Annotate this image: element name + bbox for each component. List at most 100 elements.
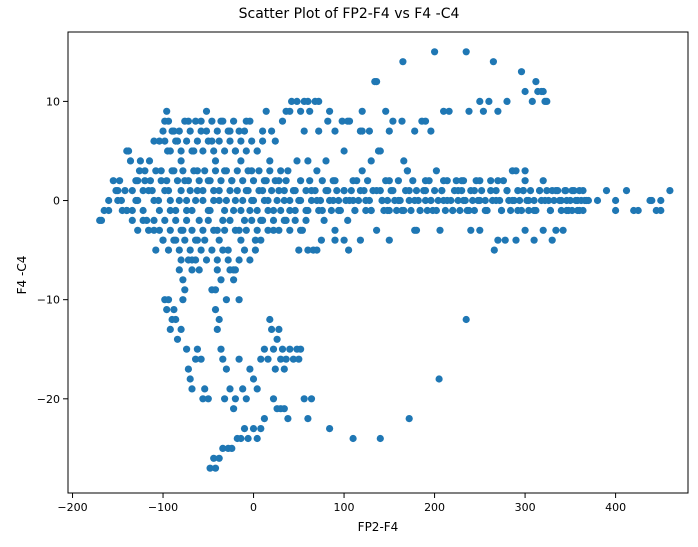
x-tick-label: −200 bbox=[57, 501, 87, 514]
scatter-point bbox=[525, 206, 533, 215]
x-tick-label: 200 bbox=[424, 501, 445, 514]
scatter-point bbox=[150, 196, 158, 205]
scatter-point bbox=[260, 177, 268, 185]
scatter-point bbox=[231, 395, 239, 403]
scatter-point bbox=[192, 196, 200, 205]
scatter-point bbox=[275, 187, 283, 195]
y-tick-label: 10 bbox=[46, 95, 60, 108]
scatter-point bbox=[532, 78, 540, 86]
scatter-point bbox=[197, 246, 205, 254]
scatter-point bbox=[206, 177, 214, 185]
scatter-point bbox=[432, 167, 440, 175]
scatter-point bbox=[344, 216, 352, 224]
x-tick-label: −100 bbox=[148, 501, 178, 514]
scatter-point bbox=[246, 365, 254, 373]
scatter-point bbox=[630, 206, 638, 215]
scatter-point bbox=[462, 315, 470, 324]
scatter-point bbox=[385, 177, 393, 185]
scatter-point bbox=[199, 196, 207, 205]
scatter-point bbox=[161, 216, 169, 224]
scatter-point bbox=[208, 246, 216, 254]
scatter-point bbox=[503, 97, 511, 105]
scatter-point bbox=[331, 226, 339, 234]
scatter-point bbox=[244, 434, 252, 443]
scatter-point bbox=[240, 127, 249, 135]
scatter-point bbox=[193, 187, 201, 195]
scatter-point bbox=[584, 196, 593, 205]
scatter-point bbox=[416, 206, 424, 215]
scatter-point bbox=[211, 464, 220, 472]
scatter-point bbox=[280, 405, 288, 413]
scatter-point bbox=[211, 286, 220, 294]
scatter-point bbox=[105, 196, 113, 205]
scatter-point bbox=[431, 48, 439, 56]
scatter-point bbox=[201, 385, 209, 393]
scatter-point bbox=[345, 246, 353, 254]
scatter-point bbox=[199, 187, 207, 195]
scatter-point bbox=[382, 107, 390, 115]
scatter-point bbox=[150, 137, 158, 145]
scatter-point bbox=[367, 157, 375, 165]
scatter-point bbox=[400, 206, 408, 215]
scatter-point bbox=[197, 355, 205, 363]
scatter-point bbox=[195, 177, 203, 185]
scatter-point bbox=[537, 87, 546, 96]
scatter-point bbox=[563, 206, 571, 215]
scatter-point bbox=[202, 256, 211, 264]
scatter-point bbox=[271, 137, 279, 145]
scatter-point bbox=[282, 177, 290, 185]
scatter-point bbox=[206, 464, 214, 472]
scatter-point bbox=[356, 187, 364, 195]
scatter-point bbox=[155, 226, 163, 234]
scatter-point bbox=[177, 256, 185, 264]
scatter-point bbox=[539, 226, 547, 234]
scatter-point bbox=[235, 256, 243, 264]
scatter-point bbox=[345, 196, 354, 205]
scatter-point bbox=[266, 157, 274, 165]
scatter-point bbox=[271, 177, 279, 185]
scatter-point bbox=[666, 187, 674, 195]
scatter-point bbox=[237, 236, 245, 244]
scatter-point bbox=[389, 187, 397, 195]
scatter-point bbox=[452, 177, 460, 185]
scatter-point bbox=[204, 395, 212, 403]
scatter-point bbox=[657, 206, 665, 215]
scatter-point bbox=[186, 375, 194, 383]
scatter-point bbox=[136, 157, 144, 165]
scatter-point bbox=[344, 117, 352, 125]
scatter-point bbox=[543, 187, 551, 195]
scatter-point bbox=[141, 167, 149, 175]
scatter-point bbox=[163, 177, 171, 185]
scatter-point bbox=[239, 196, 247, 205]
scatter-point bbox=[489, 58, 497, 66]
scatter-point bbox=[215, 196, 223, 205]
scatter-point bbox=[373, 187, 381, 195]
scatter-point bbox=[277, 206, 285, 215]
scatter-point bbox=[259, 137, 267, 145]
scatter-point bbox=[317, 236, 325, 244]
scatter-point bbox=[188, 385, 196, 393]
scatter-point bbox=[239, 177, 247, 185]
scatter-point bbox=[195, 266, 203, 274]
scatter-point bbox=[116, 177, 124, 185]
scatter-point bbox=[97, 216, 106, 224]
scatter-point bbox=[192, 355, 200, 363]
scatter-point bbox=[539, 177, 547, 185]
scatter-point bbox=[170, 236, 178, 244]
scatter-point bbox=[326, 425, 334, 433]
scatter-point bbox=[152, 167, 160, 175]
scatter-point bbox=[291, 216, 299, 224]
scatter-point bbox=[427, 196, 435, 205]
scatter-point bbox=[242, 147, 250, 155]
scatter-point bbox=[213, 325, 221, 333]
scatter-point bbox=[152, 246, 160, 254]
scatter-point bbox=[273, 196, 281, 205]
scatter-point bbox=[277, 167, 285, 175]
scatter-point bbox=[139, 216, 147, 224]
scatter-point bbox=[134, 226, 142, 234]
scatter-point bbox=[199, 395, 207, 403]
scatter-point bbox=[302, 216, 310, 224]
scatter-point bbox=[235, 296, 243, 304]
scatter-point bbox=[145, 187, 153, 195]
scatter-point bbox=[313, 167, 321, 175]
